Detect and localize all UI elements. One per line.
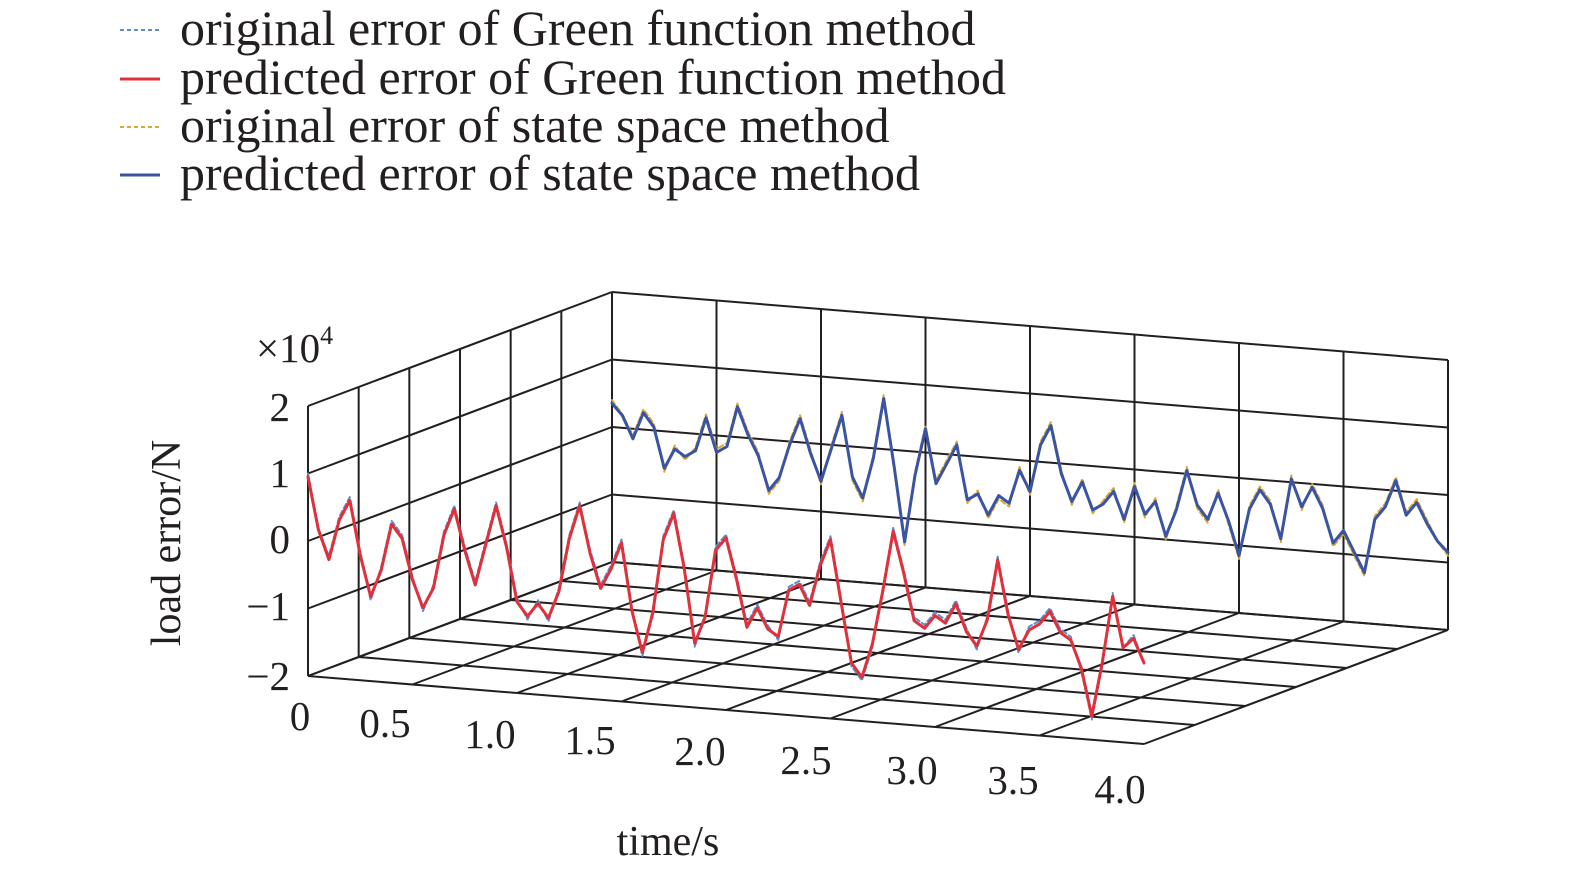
- predicted-error-green-line: [306, 475, 1146, 718]
- x-axis-label: time/s: [617, 819, 720, 865]
- back-wall-gridline: [611, 561, 1449, 631]
- x-tick-label: 4.0: [1094, 766, 1145, 812]
- legend-label: predicted error of Green function method: [180, 49, 1006, 105]
- floor-gridline: [307, 675, 1145, 745]
- y-tick-label: 2: [270, 384, 291, 430]
- original-error-green-line: [307, 472, 1145, 721]
- legend-entry: predicted error of state space method: [120, 145, 920, 201]
- x-tick-label: 2.5: [780, 737, 831, 783]
- legend-entry: original error of state space method: [120, 97, 889, 153]
- floor-gridline: [561, 580, 1398, 650]
- floor-gridline: [358, 656, 1195, 726]
- y-tick-label: −1: [246, 583, 290, 629]
- y-scale-base: ×10: [256, 325, 320, 371]
- legend-label: original error of Green function method: [180, 0, 976, 56]
- svg-text:×104: ×104: [256, 321, 333, 371]
- legend: original error of Green function method …: [120, 0, 1006, 201]
- x-tick-label: 3.0: [886, 747, 937, 793]
- state-space-series-group: [610, 394, 1450, 577]
- legend-entry: original error of Green function method: [120, 0, 976, 56]
- y-axis-label: load error/N: [144, 440, 190, 646]
- left-wall-gridline: [307, 493, 613, 610]
- x-tick-label: 3.5: [987, 757, 1038, 803]
- legend-entry: predicted error of Green function method: [120, 49, 1006, 105]
- y-scale-exponent: 4: [320, 321, 333, 350]
- green-function-series-group: [306, 472, 1146, 721]
- back-wall-gridline: [611, 358, 1449, 429]
- x-tick-label: 1.0: [464, 711, 515, 757]
- legend-label: predicted error of state space method: [180, 145, 920, 201]
- y-tick-label: −2: [246, 653, 290, 699]
- predicted-error-state-line: [610, 397, 1450, 575]
- floor-gridline: [510, 599, 1347, 669]
- axes-grid: [307, 291, 1449, 745]
- x-tick-label: 0.5: [359, 700, 410, 746]
- back-wall-gridline: [611, 291, 1449, 361]
- floor-gridline: [409, 637, 1246, 707]
- y-scale-multiplier: ×104: [256, 321, 333, 371]
- left-wall-gridline: [307, 426, 613, 542]
- x-tick-label: 2.0: [674, 728, 725, 774]
- left-wall-gridline: [307, 358, 613, 475]
- y-tick-label: 1: [270, 450, 291, 496]
- floor-gridline: [459, 618, 1297, 688]
- left-wall-gridline: [307, 291, 613, 407]
- x-tick-label: 1.5: [564, 717, 615, 763]
- x-tick-labels: 0 0.5 1.0 1.5 2.0 2.5 3.0 3.5 4.0: [290, 693, 1146, 812]
- back-wall-gridline: [611, 493, 1449, 564]
- x-tick-label: 0: [290, 693, 311, 739]
- legend-label: original error of state space method: [180, 97, 889, 153]
- y-tick-labels: 2 1 0 −1 −2: [246, 384, 290, 699]
- y-tick-label: 0: [270, 516, 291, 562]
